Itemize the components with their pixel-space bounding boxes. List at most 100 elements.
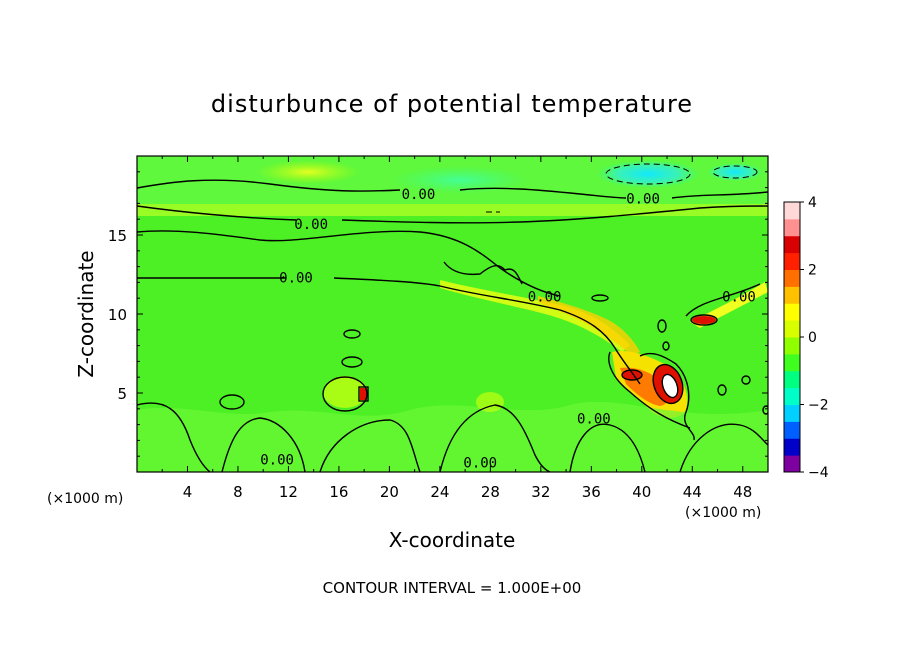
- y-axis-ticks: 5 10 15: [108, 171, 768, 457]
- contour-line: [343, 329, 361, 339]
- contour-labels: 0.00 0.00 0.00 0.00 0.00 0.00 0.00 0.00 0.00: [260, 187, 756, 472]
- plot-field: [137, 156, 768, 472]
- contour-line: [341, 356, 363, 368]
- colorbar-segment: [784, 337, 800, 355]
- x-unit-right: (×1000 m): [685, 505, 761, 521]
- colorbar-segment: [784, 218, 800, 237]
- hot-core: [622, 370, 642, 380]
- y-tick-label: 5: [117, 385, 127, 403]
- colorbar-tick-label: −2: [808, 398, 829, 414]
- contour-line: [322, 376, 368, 412]
- contour-line: [591, 294, 609, 302]
- contour-line: [671, 191, 768, 199]
- contour-line: [443, 261, 523, 285]
- contour-line: [221, 417, 306, 472]
- negative-contour-line: [605, 163, 691, 185]
- contour-line: [662, 341, 670, 351]
- x-axis-ticks: 4 8 12 16 20 24 28 32 36 40 44 48: [161, 156, 752, 501]
- colorbar: −4 −2 0 2 4: [783, 195, 829, 481]
- contour-label: 0.00: [722, 290, 756, 306]
- contour-line: [569, 423, 646, 472]
- contour-line: [137, 205, 297, 221]
- contour-line: [137, 179, 401, 192]
- colorbar-segment: [784, 320, 800, 338]
- colorbar-tick-label: 0: [808, 330, 817, 346]
- y-tick-label: 10: [108, 306, 127, 324]
- contour-line: [333, 277, 641, 385]
- colorbar-segment: [784, 404, 800, 422]
- x-tick-label: 40: [632, 483, 651, 501]
- warm-patch: [256, 160, 360, 184]
- contour-line: [762, 405, 768, 415]
- contour-line: [741, 375, 751, 385]
- negative-contour-line: [712, 165, 758, 179]
- x-axis-label: X-coordinate: [389, 528, 516, 552]
- cold-patch: [596, 160, 700, 188]
- hot-core: [692, 316, 716, 324]
- negative-contours: [486, 163, 758, 213]
- contour-label: 0.00: [463, 456, 497, 472]
- contour-line: [690, 314, 718, 326]
- warm-band: [137, 204, 768, 216]
- colorbar-segment: [784, 438, 800, 456]
- contour-line: [652, 363, 684, 405]
- x-tick-label: 28: [481, 483, 500, 501]
- contour-interval-note: CONTOUR INTERVAL = 1.000E+00: [323, 579, 582, 597]
- colorbar-segment: [784, 370, 800, 389]
- colorbar-segment: [784, 421, 800, 439]
- x-tick-label: 44: [683, 483, 702, 501]
- colorbar-segment: [784, 387, 800, 405]
- x-tick-label: 20: [380, 483, 399, 501]
- contour-line: [137, 230, 561, 297]
- colorbar-segment: [784, 235, 800, 254]
- contour-line: [661, 373, 679, 399]
- x-tick-label: 36: [582, 483, 601, 501]
- colorbar-segment: [784, 269, 800, 287]
- contour-line: [608, 351, 691, 429]
- colorbar-tick-label: 4: [808, 195, 817, 211]
- contour-line: [137, 402, 211, 472]
- x-tick-label: 8: [233, 483, 243, 501]
- colorbar-segment: [784, 252, 800, 270]
- contour-line: [219, 394, 245, 410]
- contour-label: 0.00: [294, 217, 328, 233]
- contour-line: [657, 319, 667, 333]
- colorbar-segment: [784, 303, 800, 321]
- contour-lines: [137, 179, 768, 472]
- contour-line: [621, 369, 643, 381]
- colorbar-tick-label: 2: [808, 263, 817, 279]
- contour-label: 0.00: [626, 192, 660, 208]
- y-tick-label: 15: [108, 227, 127, 245]
- x-tick-label: 16: [329, 483, 348, 501]
- colorbar-segment: [784, 202, 800, 220]
- contour-line: [685, 283, 761, 317]
- warm-patch: [390, 166, 530, 194]
- y-axis-label: Z-coordinate: [74, 250, 98, 377]
- chart-title: disturbunce of potential temperature: [211, 90, 693, 118]
- x-unit-left: (×1000 m): [47, 491, 123, 507]
- hot-core: [360, 388, 367, 400]
- contour-label: 0.00: [402, 187, 436, 203]
- contour-line: [679, 423, 768, 472]
- x-tick-label: 12: [279, 483, 298, 501]
- warm-diagonal-band: [440, 280, 630, 352]
- x-tick-label: 24: [430, 483, 449, 501]
- warm-patch: [323, 376, 367, 408]
- contour-line: [717, 384, 727, 396]
- contour-label: 0.00: [260, 452, 294, 468]
- x-tick-label: 4: [183, 483, 193, 501]
- x-tick-label: 48: [733, 483, 752, 501]
- contour-line: [439, 404, 551, 472]
- contour-line: [319, 419, 421, 472]
- hot-core: [662, 374, 678, 398]
- contour-label: 0.00: [279, 271, 313, 287]
- contour-label: 0.00: [528, 290, 562, 306]
- contour-line: [459, 187, 627, 199]
- contour-line: [639, 352, 695, 441]
- contour-line: [358, 386, 369, 402]
- x-tick-label: 32: [531, 483, 550, 501]
- contour-label: 0.00: [577, 411, 611, 427]
- colorbar-segment: [784, 286, 800, 304]
